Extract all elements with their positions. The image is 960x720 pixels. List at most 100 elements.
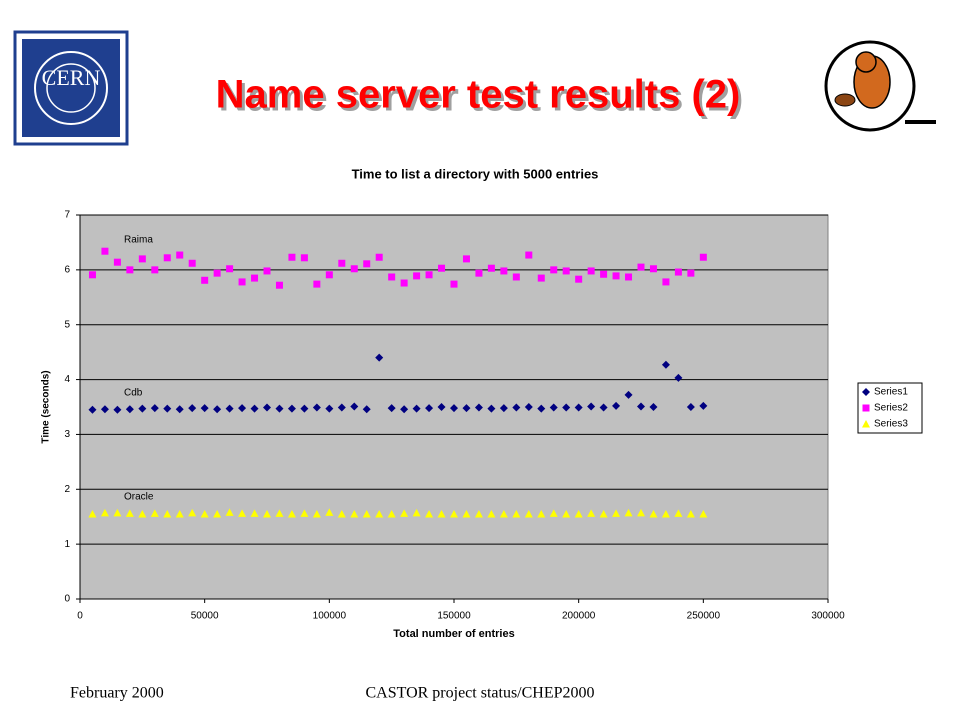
point <box>151 266 159 274</box>
point <box>587 509 596 517</box>
point <box>474 403 483 412</box>
point <box>662 278 670 286</box>
point <box>487 509 496 518</box>
x-tick-label: 0 <box>77 611 83 622</box>
point <box>388 273 396 281</box>
point <box>475 269 483 277</box>
point <box>499 404 508 413</box>
point <box>138 255 146 263</box>
point <box>275 404 284 413</box>
annotation: Oracle <box>124 492 154 503</box>
point <box>537 404 546 413</box>
point <box>686 509 695 518</box>
point <box>450 280 458 288</box>
point <box>213 509 222 518</box>
point <box>474 509 483 518</box>
x-tick-label: 100000 <box>313 611 347 622</box>
point <box>462 255 470 263</box>
y-tick-label: 7 <box>64 210 70 221</box>
point <box>362 509 371 518</box>
y-tick-label: 1 <box>64 539 70 550</box>
point <box>512 509 521 518</box>
x-tick-label: 300000 <box>811 611 845 622</box>
point <box>350 402 359 411</box>
point <box>200 509 209 518</box>
point <box>549 509 558 517</box>
point <box>462 404 471 413</box>
footer-date: February 2000 <box>70 685 164 702</box>
point <box>625 273 633 281</box>
y-tick-label: 6 <box>64 264 70 275</box>
beaver-logo <box>824 40 936 132</box>
point <box>562 509 571 518</box>
point <box>612 401 621 410</box>
point <box>263 267 271 275</box>
point <box>661 360 670 369</box>
x-tick-label: 50000 <box>191 611 219 622</box>
point <box>425 404 434 413</box>
point <box>699 401 708 410</box>
point <box>525 251 533 259</box>
point <box>100 508 109 517</box>
legend-label: Series1 <box>874 387 908 398</box>
legend-marker <box>862 404 870 412</box>
point <box>512 403 521 412</box>
point <box>587 267 595 275</box>
point <box>649 265 657 273</box>
point <box>163 254 171 262</box>
point <box>150 404 159 413</box>
point <box>275 509 284 517</box>
point <box>562 403 571 412</box>
point <box>338 259 346 267</box>
point <box>574 403 583 412</box>
point <box>263 403 271 412</box>
point <box>575 275 583 283</box>
x-axis-label: Total number of entries <box>393 628 514 640</box>
point <box>188 404 197 413</box>
point <box>649 509 658 518</box>
point <box>612 272 620 280</box>
point <box>175 509 184 518</box>
point <box>325 404 334 413</box>
y-tick-label: 0 <box>64 594 70 605</box>
legend-label: Series3 <box>874 419 908 430</box>
point <box>313 280 321 288</box>
chart-title: Time to list a directory with 5000 entri… <box>352 166 599 181</box>
point <box>599 509 608 518</box>
point <box>300 509 309 517</box>
point <box>113 258 121 266</box>
point <box>250 509 259 517</box>
y-tick-label: 3 <box>64 429 70 440</box>
point <box>686 403 695 411</box>
point <box>113 508 122 517</box>
point <box>113 405 122 414</box>
legend-marker <box>862 420 870 428</box>
point <box>126 266 134 274</box>
point <box>574 509 583 518</box>
point <box>238 278 246 286</box>
point <box>438 264 446 272</box>
point <box>101 247 109 255</box>
point <box>188 508 197 517</box>
point <box>88 509 97 518</box>
point <box>350 509 359 518</box>
point <box>674 373 683 382</box>
point <box>150 509 159 517</box>
point <box>537 274 545 282</box>
point <box>487 264 495 272</box>
point <box>337 509 346 518</box>
point <box>425 509 434 518</box>
x-tick-label: 150000 <box>437 611 471 622</box>
point <box>312 403 321 412</box>
point <box>300 404 309 413</box>
slide-title: Name server test results (2) <box>216 73 741 117</box>
x-tick-label: 250000 <box>687 611 721 622</box>
point <box>125 509 134 517</box>
point <box>300 254 308 262</box>
y-axis-label: Time (seconds) <box>41 370 52 443</box>
point <box>325 508 334 516</box>
point <box>350 265 358 273</box>
annotation: Raima <box>124 235 153 246</box>
point <box>499 509 508 518</box>
